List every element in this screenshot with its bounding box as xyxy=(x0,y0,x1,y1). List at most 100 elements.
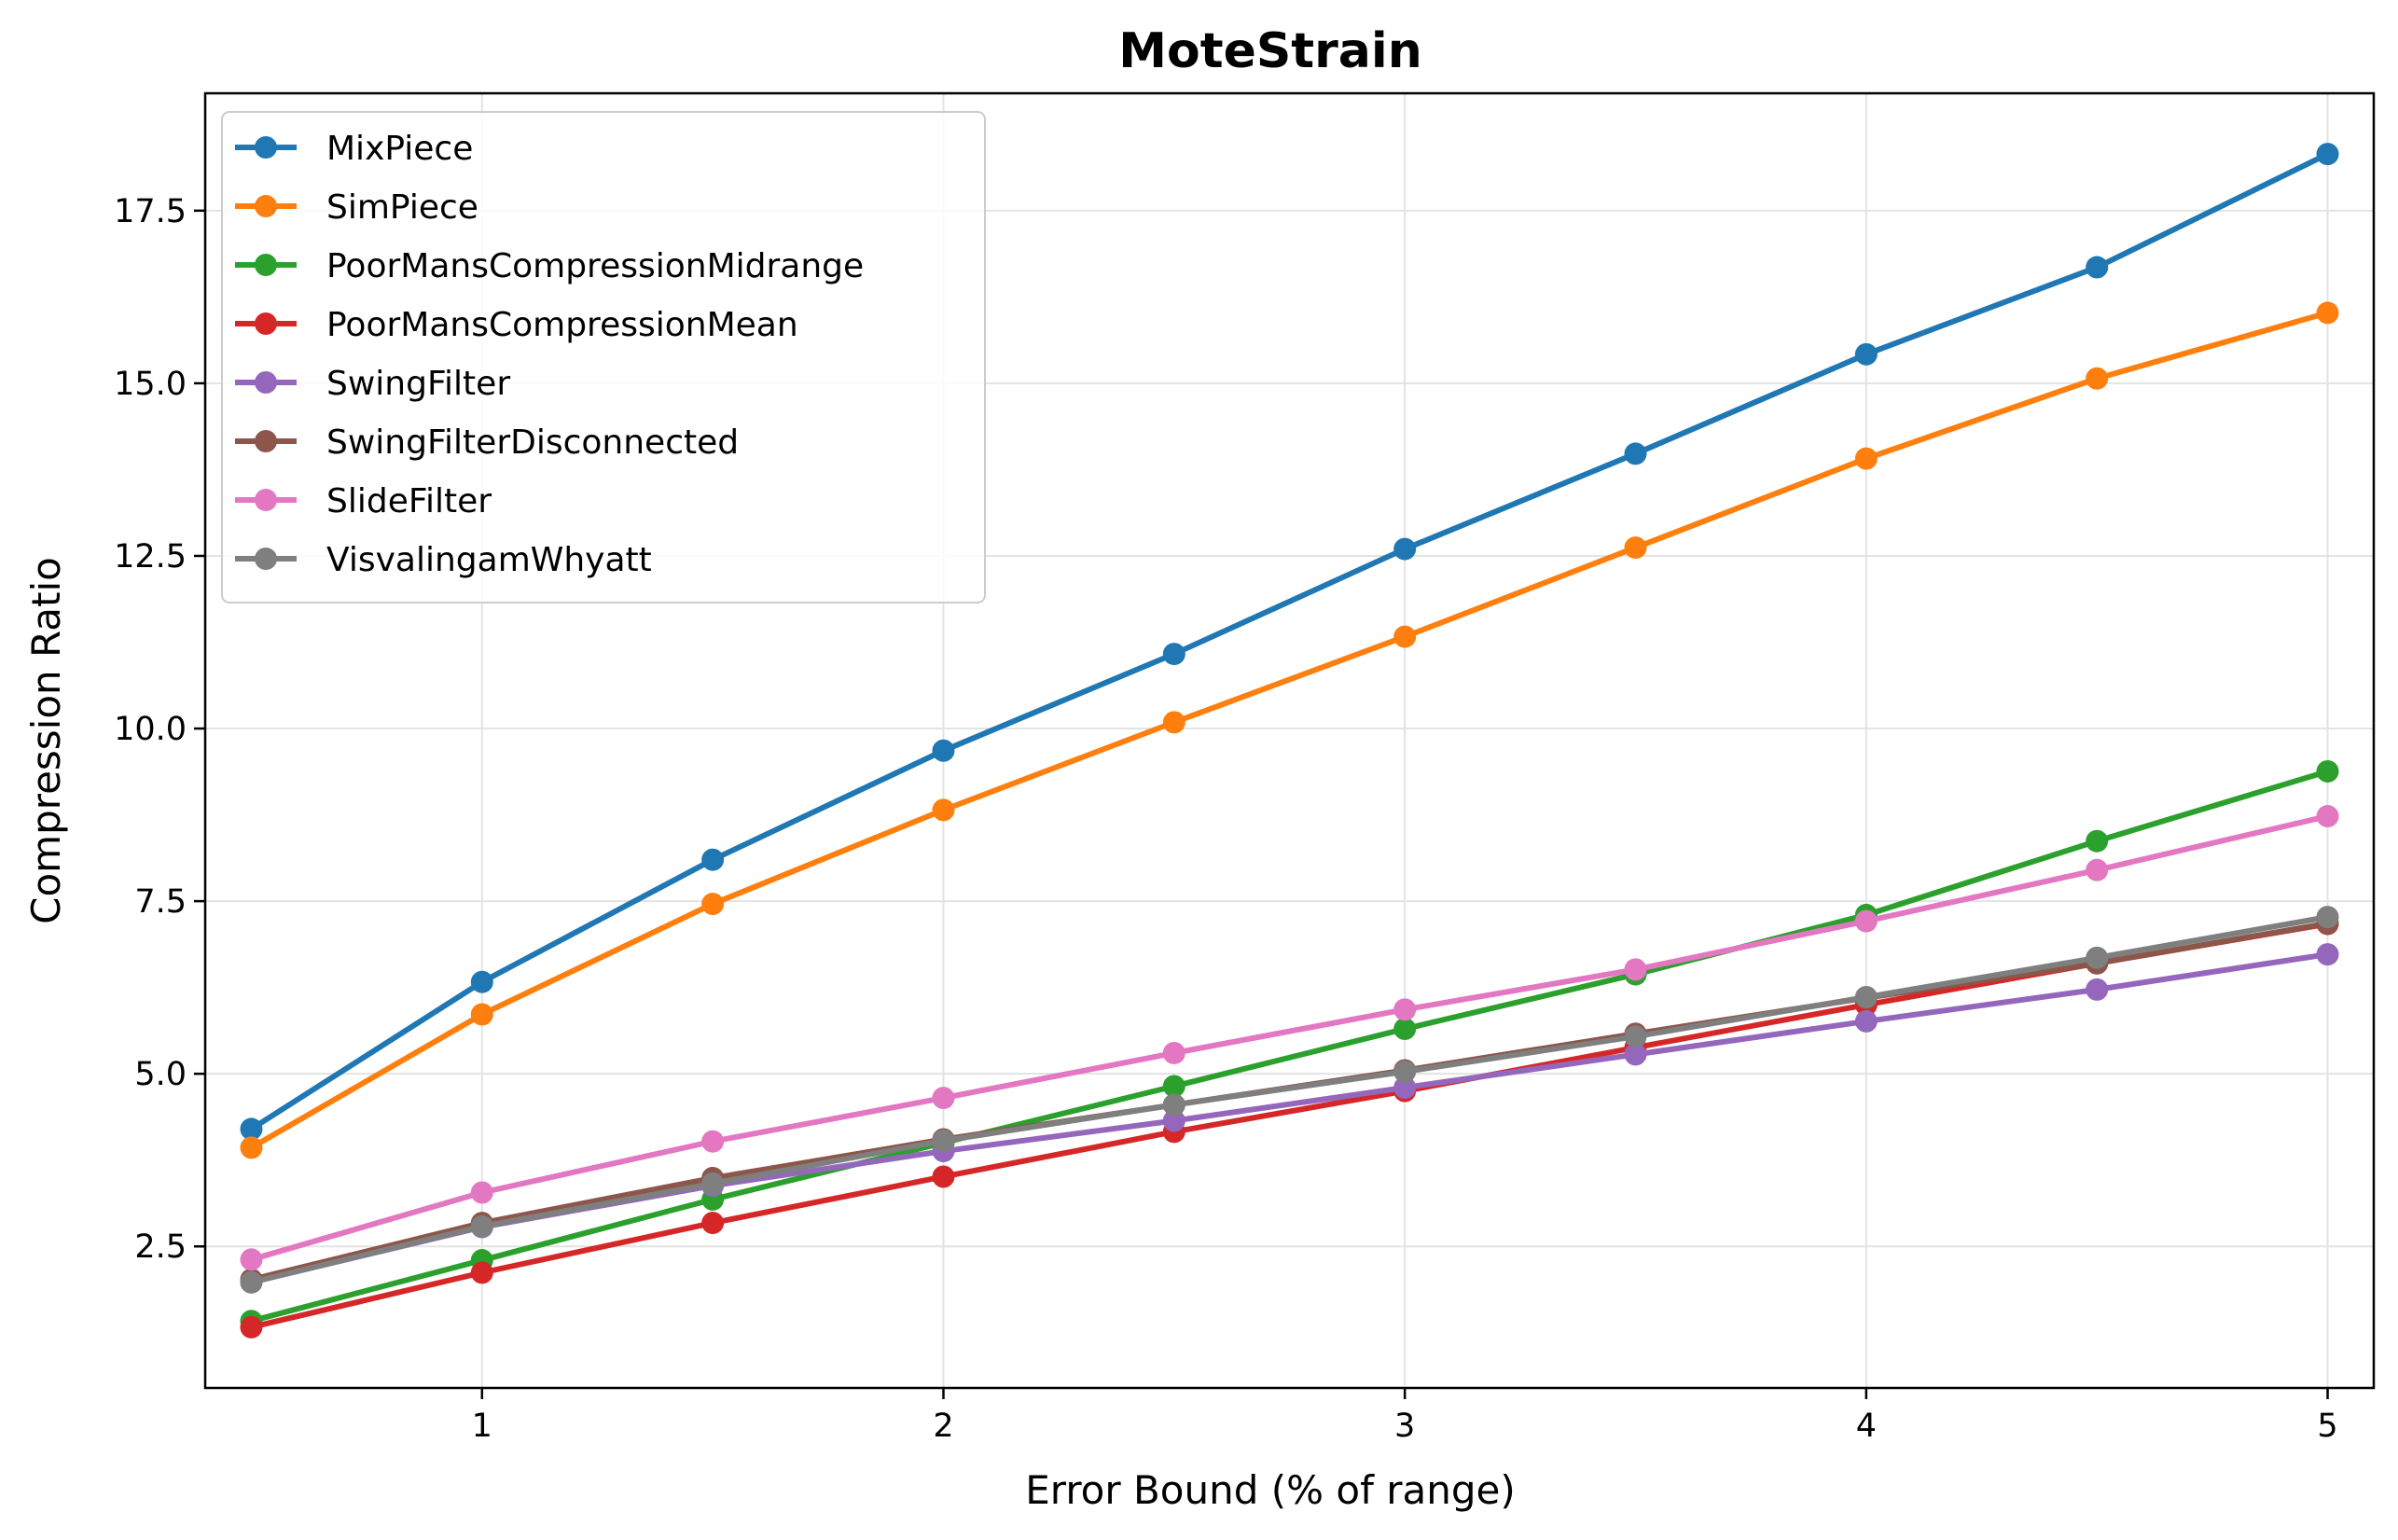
data-point xyxy=(932,739,955,762)
x-tick-label: 3 xyxy=(1394,1408,1415,1445)
data-point xyxy=(1624,1025,1647,1048)
data-point xyxy=(932,1165,955,1188)
data-point xyxy=(1162,1075,1185,1098)
plot-frame xyxy=(203,91,2376,1390)
grid-lines xyxy=(205,93,2374,1388)
data-point xyxy=(1854,986,1878,1009)
data-point xyxy=(2086,829,2109,853)
y-tick-label: 15.0 xyxy=(114,366,187,403)
data-point xyxy=(1854,1009,1878,1033)
data-point xyxy=(1393,998,1417,1021)
legend-marker xyxy=(255,548,277,570)
data-point xyxy=(2086,858,2109,881)
data-point xyxy=(2316,906,2339,929)
legend: MixPiece SimPiece PoorMansCompressionMidra… xyxy=(221,111,986,604)
legend-item: PoorMansCompressionMean xyxy=(235,306,798,344)
legend-marker xyxy=(255,136,277,159)
data-point xyxy=(932,1129,955,1152)
data-point xyxy=(240,1117,263,1141)
y-tick-label: 2.5 xyxy=(134,1228,187,1266)
legend-marker xyxy=(255,312,277,335)
data-point xyxy=(1162,643,1185,666)
data-point xyxy=(1393,1075,1417,1099)
legend-item: SwingFilter xyxy=(235,365,510,403)
data-point xyxy=(1624,442,1647,465)
data-point xyxy=(1393,625,1417,648)
data-point xyxy=(1162,1109,1185,1132)
data-point xyxy=(2316,759,2339,783)
data-point xyxy=(2086,978,2109,1001)
series-line xyxy=(248,151,2331,1132)
y-tick-label: 7.5 xyxy=(134,883,187,921)
data-point xyxy=(2086,946,2109,969)
data-point xyxy=(1162,711,1185,734)
series-line xyxy=(248,310,2331,1151)
legend-marker xyxy=(255,430,277,452)
legend-label: SwingFilter xyxy=(326,365,510,403)
data-point xyxy=(1162,1041,1185,1064)
data-point xyxy=(2086,256,2109,279)
legend-label: MixPiece xyxy=(326,130,473,168)
data-point xyxy=(470,970,493,993)
legend-label: SlideFilter xyxy=(326,482,492,520)
series-0 xyxy=(240,143,2339,1141)
data-point xyxy=(1162,1093,1185,1117)
series-line xyxy=(248,914,2331,1285)
legend-label: SwingFilterDisconnected xyxy=(326,423,739,462)
data-point xyxy=(470,1003,493,1026)
series-line xyxy=(248,813,2331,1263)
data-point xyxy=(2316,943,2339,966)
data-point xyxy=(701,893,725,916)
data-point xyxy=(2316,301,2339,325)
x-axis-ticks: 1 2 3 4 5 xyxy=(472,1388,2338,1445)
x-tick-label: 2 xyxy=(933,1408,953,1445)
data-point xyxy=(2316,805,2339,828)
y-axis-label: Compression Ratio xyxy=(23,557,69,924)
data-point xyxy=(470,1214,493,1238)
legend-box xyxy=(221,111,986,604)
data-point xyxy=(1624,958,1647,981)
legend-item: SwingFilterDisconnected xyxy=(235,423,739,462)
legend-label: SimPiece xyxy=(326,188,478,227)
data-point xyxy=(1393,1018,1417,1041)
data-point xyxy=(1854,909,1878,933)
data-point xyxy=(932,798,955,822)
y-tick-label: 5.0 xyxy=(134,1056,187,1093)
legend-marker xyxy=(255,195,277,217)
series-line xyxy=(248,768,2331,1325)
legend-item: SimPiece xyxy=(235,188,478,227)
series-line xyxy=(248,921,2331,1330)
legend-marker xyxy=(255,489,277,511)
x-tick-label: 4 xyxy=(1856,1408,1877,1445)
data-point xyxy=(701,1172,725,1195)
series-7 xyxy=(240,906,2339,1294)
data-point xyxy=(701,1130,725,1153)
data-point xyxy=(470,1181,493,1204)
legend-label: PoorMansCompressionMidrange xyxy=(326,247,864,285)
y-tick-label: 17.5 xyxy=(114,193,187,230)
legend-item: PoorMansCompressionMidrange xyxy=(235,247,864,285)
data-point xyxy=(701,1212,725,1235)
y-axis-ticks: 2.5 5.0 7.5 10.0 12.5 15.0 17.5 xyxy=(114,193,205,1266)
legend-item: VisvalingamWhyatt xyxy=(235,541,652,579)
series-group xyxy=(240,143,2339,1339)
data-point xyxy=(240,1136,263,1159)
y-tick-label: 10.0 xyxy=(114,711,187,748)
x-tick-label: 1 xyxy=(472,1408,492,1445)
data-point xyxy=(240,1315,263,1339)
legend-label: VisvalingamWhyatt xyxy=(326,541,652,579)
x-axis-label: Error Bound (% of range) xyxy=(1025,1467,1515,1513)
data-point xyxy=(1624,1043,1647,1066)
data-point xyxy=(470,1261,493,1284)
data-point xyxy=(2086,367,2109,390)
y-tick-label: 12.5 xyxy=(114,538,187,576)
data-point xyxy=(932,1087,955,1110)
data-point xyxy=(1624,536,1647,560)
data-point xyxy=(2316,143,2339,166)
data-point xyxy=(1393,537,1417,561)
series-1 xyxy=(240,301,2339,1159)
x-tick-label: 5 xyxy=(2317,1408,2337,1445)
data-point xyxy=(1854,342,1878,366)
legend-label: PoorMansCompressionMean xyxy=(326,306,798,344)
